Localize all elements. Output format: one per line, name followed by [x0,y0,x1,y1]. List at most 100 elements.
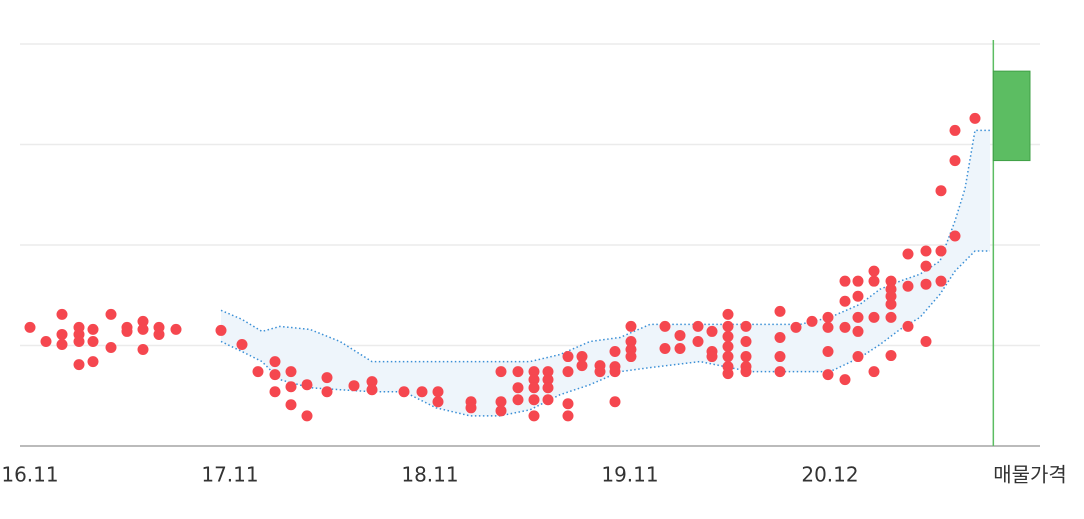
point [852,290,864,302]
point [722,351,734,363]
point [949,230,961,242]
point [625,351,637,363]
point [609,346,621,358]
point [774,351,786,363]
x-tick-label: 19.11 [601,463,658,487]
point [774,366,786,378]
point [885,311,897,323]
point [528,382,540,394]
point [56,328,68,340]
point [868,311,880,323]
point [852,351,864,363]
point [528,394,540,406]
point [542,374,554,386]
point [949,124,961,136]
point [542,366,554,378]
point [153,328,165,340]
point [137,315,149,327]
point [609,396,621,408]
point [495,396,507,408]
point [73,359,85,371]
point [806,315,818,327]
point [366,376,378,388]
point [609,366,621,378]
point [562,410,574,422]
point [790,321,802,333]
point [495,405,507,417]
point [740,335,752,347]
point [885,275,897,287]
point [852,275,864,287]
point [722,308,734,320]
point [868,275,880,287]
point [301,410,313,422]
point [269,386,281,398]
point [935,275,947,287]
point [868,265,880,277]
point [774,331,786,343]
point [659,320,671,332]
point [935,245,947,257]
point [465,402,477,414]
point [852,325,864,337]
point [659,343,671,355]
point [87,323,99,335]
point [170,323,182,335]
point [542,394,554,406]
point [885,298,897,310]
point [576,351,588,363]
point [740,366,752,378]
x-tick-label: 17.11 [201,463,258,487]
point [512,394,524,406]
point [902,320,914,332]
point [269,369,281,381]
point [105,308,117,320]
point [542,382,554,394]
point [920,278,932,290]
point [137,344,149,356]
point [740,320,752,332]
point [432,396,444,408]
point [674,343,686,355]
point [885,290,897,302]
point [285,399,297,411]
point [56,338,68,350]
point [868,366,880,378]
point [366,384,378,396]
point [121,325,133,337]
x-tick-label: 18.11 [401,463,458,487]
point [252,366,264,378]
point [740,351,752,363]
point [594,366,606,378]
point [24,321,36,333]
point [722,330,734,342]
point [562,366,574,378]
point [839,374,851,386]
point [40,335,52,347]
point [625,335,637,347]
point [692,335,704,347]
point [562,398,574,410]
point [949,155,961,167]
point [285,381,297,393]
point [321,372,333,384]
point [722,368,734,380]
point [822,311,834,323]
point [528,366,540,378]
point [839,295,851,307]
point [902,280,914,292]
point [348,380,360,392]
band-upper [220,129,990,363]
point [87,335,99,347]
point [432,386,444,398]
point [56,308,68,320]
point [321,386,333,398]
point [269,356,281,368]
point [722,341,734,353]
point [495,366,507,378]
point [920,335,932,347]
point [885,350,897,362]
point [935,185,947,197]
point [285,366,297,378]
point [625,320,637,332]
